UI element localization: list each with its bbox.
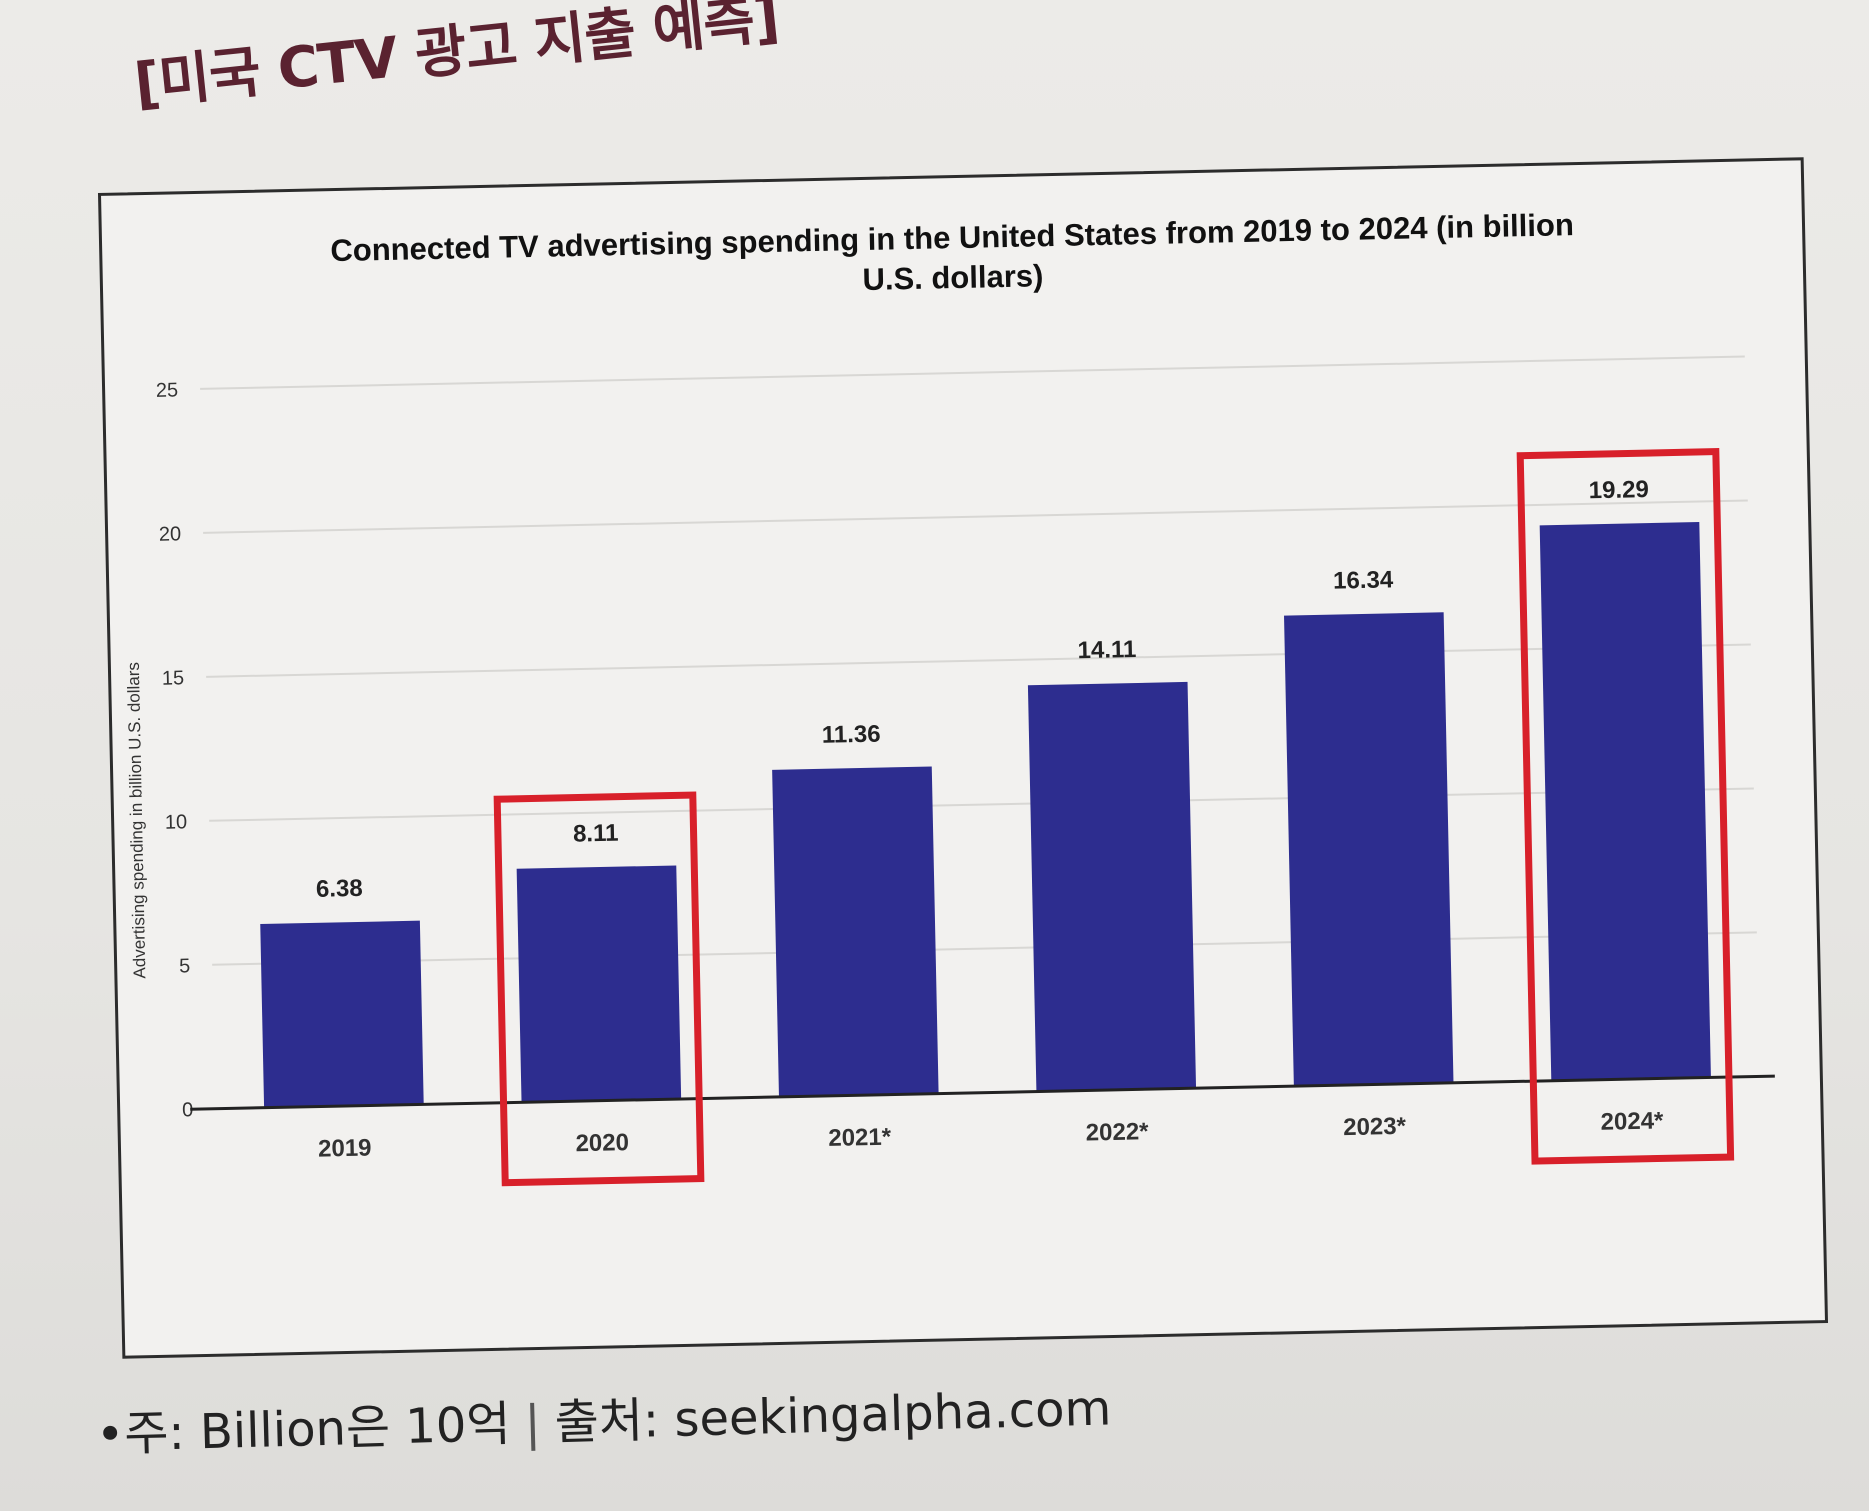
y-tick-label: 25 [156,379,179,401]
footnote: •주: Billion은 10억 | 출처: seekingalpha.com [95,1368,1112,1465]
y-axis: 0 5 10 15 20 25 Advertising spending in billio… [124,379,194,1121]
chart-frame: Connected TV advertising spending in the… [97,157,1829,1359]
grid-line [206,643,1751,678]
bar-chart: Connected TV advertising spending in the… [124,207,1775,1187]
bar [516,865,682,1103]
bars: 6.38 8.11 11.36 14.11 16.34 19.29 [260,476,1711,1108]
x-tick-label: 2020 [575,1129,629,1157]
x-tick-label: 2024* [1600,1107,1664,1135]
bar [772,766,939,1097]
chart-title: Connected TV advertising spending in the… [330,207,1574,297]
chart-title-line: U.S. dollars) [862,258,1044,297]
bar [1539,521,1711,1081]
x-tick-label: 2019 [318,1134,372,1162]
section-heading: [미국 CTV 광고 지출 예측] [131,0,782,118]
x-axis: 2019 2020 2021* 2022* 2023* 2024* [190,1074,1775,1163]
data-label: 14.11 [1077,636,1136,664]
bar [1284,612,1454,1087]
footnote-separator: | [523,1395,542,1452]
data-label: 6.38 [316,875,363,903]
data-label: 11.36 [822,721,881,749]
bar [260,920,424,1108]
highlight-boxes [493,448,1735,1187]
y-tick-label: 15 [162,667,185,689]
footnote-note: •주: Billion은 10억 [95,1396,512,1463]
y-tick-label: 10 [165,811,188,833]
x-axis-line [190,1074,1775,1111]
highlight-box [493,791,705,1187]
footnote-source: 출처: seekingalpha.com [553,1380,1112,1451]
y-tick-label: 5 [179,955,191,977]
y-tick-label: 20 [159,523,182,545]
grid-line [203,499,1748,534]
grid-line [200,355,1745,390]
y-axis-label: Advertising spending in billion U.S. dol… [124,662,150,979]
highlight-box [1516,448,1735,1165]
grid-line [209,787,1754,822]
x-tick-label: 2021* [828,1124,892,1152]
bar [1027,681,1197,1092]
grid-line [212,931,1757,966]
data-label: 8.11 [573,820,619,848]
grid-lines [200,355,1757,966]
y-tick-label: 0 [182,1099,194,1121]
data-label: 16.34 [1333,566,1394,594]
x-tick-label: 2022* [1085,1118,1149,1146]
data-label: 19.29 [1588,476,1649,504]
x-tick-label: 2023* [1343,1113,1407,1141]
chart-title-line: Connected TV advertising spending in the… [330,207,1574,268]
